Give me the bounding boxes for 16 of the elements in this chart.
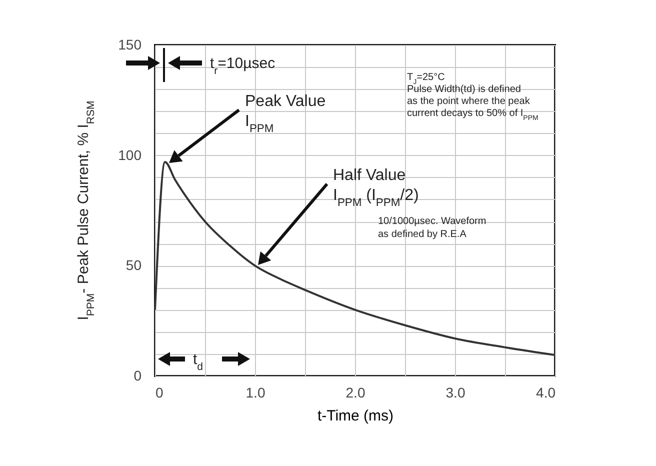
y-tick-label: 0 [134,368,142,384]
annotation: T$_{J}$=25°C Pulse Width(td) is defined as the point where the peak current decays to 50% of I$_{PPM}$ [407,72,539,122]
annotation: Half Value I$_{PPM}$ (I$_{PPM}$/2) [333,167,419,209]
x-tick-label: 4.0 [536,384,556,400]
annotation: Peak Value I$_{PPM}$ [245,93,326,135]
y-tick-label: 50 [126,257,142,274]
annotation: 10/1000µsec. Waveform as defined by R.E.A [378,216,486,240]
x-tick-label: 3.0 [446,384,466,400]
x-axis-title: t-Time (ms) [317,408,394,424]
x-tick-label: 1.0 [246,384,266,400]
x-tick-label: 0 [156,384,164,400]
annotation: t$_{r}$=10µsec [210,55,276,77]
y-tick-label: 150 [118,36,142,52]
y-tick-label: 100 [118,146,142,163]
annotation: t$_{d}$ [193,351,204,373]
x-tick-label: 2.0 [346,384,366,400]
